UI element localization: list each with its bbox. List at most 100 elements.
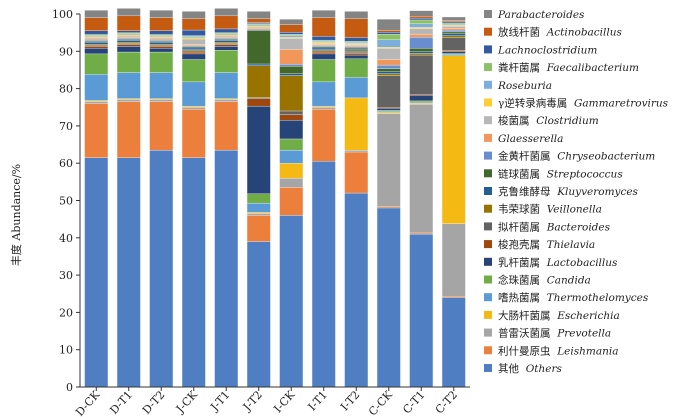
bar-segment xyxy=(344,44,369,46)
bar-segment xyxy=(149,34,174,36)
bar-segment xyxy=(311,49,336,52)
legend-swatch xyxy=(484,63,492,72)
legend-swatch xyxy=(484,151,492,160)
bar-segment xyxy=(149,149,174,388)
bar-segment xyxy=(84,157,109,388)
legend-swatch xyxy=(484,80,492,89)
bar-segment xyxy=(84,45,109,47)
bar-segment xyxy=(409,10,434,17)
bar-segment xyxy=(344,54,369,59)
legend-gap xyxy=(567,98,574,110)
legend-swatch xyxy=(484,257,492,266)
bar-segment xyxy=(279,114,304,121)
legend-latin: Others xyxy=(526,363,563,375)
bar-segment xyxy=(441,22,466,25)
bar-segment xyxy=(246,23,271,25)
bar-segment xyxy=(409,100,434,103)
bar-segment xyxy=(311,108,336,162)
bar-segment xyxy=(149,46,174,49)
bar-segment xyxy=(344,53,369,56)
bar-segment xyxy=(409,94,434,96)
bar-segment xyxy=(84,37,109,40)
bar-segment xyxy=(441,29,466,33)
bar-segment xyxy=(311,42,336,44)
legend-latin: Kluyveromyces xyxy=(556,186,638,198)
bar-segment xyxy=(441,21,466,24)
legend-entry: 梭菌属 Clostridium xyxy=(498,114,599,127)
bar-segment xyxy=(344,46,369,49)
legend-latin: Candida xyxy=(547,275,591,287)
bar-segment xyxy=(376,113,401,207)
bar-segment xyxy=(376,33,401,40)
bar-segment xyxy=(344,50,369,53)
bar-segment xyxy=(441,16,466,21)
bar-segment xyxy=(376,111,401,113)
bar-segment xyxy=(84,42,109,45)
bar-segment xyxy=(441,51,466,54)
legend-swatch xyxy=(484,328,492,337)
bar-segment xyxy=(311,81,336,107)
legend-latin: Chryseobacterium xyxy=(557,151,655,163)
legend-gap xyxy=(551,151,558,163)
bar-segment xyxy=(441,54,466,56)
bar-segment xyxy=(441,31,466,34)
bar-segment xyxy=(311,44,336,46)
legend-entry: 克鲁维酵母 Kluyveromyces xyxy=(498,185,639,198)
legend-entry: 大肠杆菌属 Escherichia xyxy=(498,309,620,322)
bar-segment xyxy=(214,32,239,34)
bar-segment xyxy=(409,19,434,24)
bar-segment xyxy=(116,35,141,38)
bar-segment xyxy=(246,202,271,213)
bar-segment xyxy=(246,29,271,31)
bar-segment xyxy=(116,43,141,45)
bar-segment xyxy=(214,28,239,33)
bar-segment xyxy=(116,32,141,34)
bar-segment xyxy=(214,39,239,41)
y-tick-label: 40 xyxy=(59,232,73,245)
x-tick-label: C-T2 xyxy=(433,388,460,416)
legend-entry: Glaesserella xyxy=(498,133,563,145)
bar-segment xyxy=(376,19,401,31)
bar-segment xyxy=(149,17,174,31)
bar-segment xyxy=(149,42,174,45)
bar-segment xyxy=(84,34,109,36)
bar-segment xyxy=(116,15,141,31)
legend-cn: 金黄杆菌属 xyxy=(498,150,551,163)
bar-segment xyxy=(116,99,141,102)
bar-segment xyxy=(279,38,304,50)
bar-segment xyxy=(149,51,174,73)
bar-segment xyxy=(279,138,304,151)
bar-segment xyxy=(441,297,466,388)
legend-cn: 梭孢壳属 xyxy=(498,238,540,251)
legend-cn: 嗜热菌属 xyxy=(498,291,540,304)
bar-segment xyxy=(311,59,336,83)
y-axis-label: 丰度 Abundance/% xyxy=(9,164,23,266)
legend-latin: Streptococcus xyxy=(547,168,624,180)
legend-latin: Lachnoclostridium xyxy=(497,44,597,56)
legend-entry: 金黄杆菌属 Chryseobacterium xyxy=(498,150,655,163)
legend: Parabacteroides 放线杆菌 Actinobacillus Lachno… xyxy=(484,9,669,375)
bar-segment xyxy=(214,35,239,38)
legend-swatch xyxy=(484,133,492,142)
bar-segment xyxy=(441,33,466,36)
bar-segment xyxy=(181,35,206,37)
legend-entry: 利什曼原虫 Leishmania xyxy=(498,345,618,357)
bar-segment xyxy=(214,44,239,47)
bar-segment xyxy=(279,187,304,216)
bar-segment xyxy=(84,41,109,43)
bar-segment xyxy=(311,50,336,53)
bar-segment xyxy=(84,100,109,102)
bar-segment xyxy=(181,44,206,46)
x-tick-label: I-T2 xyxy=(338,388,362,413)
legend-latin: Lactobacillus xyxy=(546,257,618,269)
legend-gap xyxy=(519,363,526,375)
bar-segment xyxy=(409,104,434,234)
bar-segment xyxy=(214,40,239,43)
bar-segment xyxy=(376,75,401,108)
legend-latin: Prevotella xyxy=(556,328,611,340)
bar-segment xyxy=(149,35,174,37)
bar-segment xyxy=(311,17,336,37)
bar-segment xyxy=(441,55,466,224)
legend-latin: Glaesserella xyxy=(498,133,563,145)
